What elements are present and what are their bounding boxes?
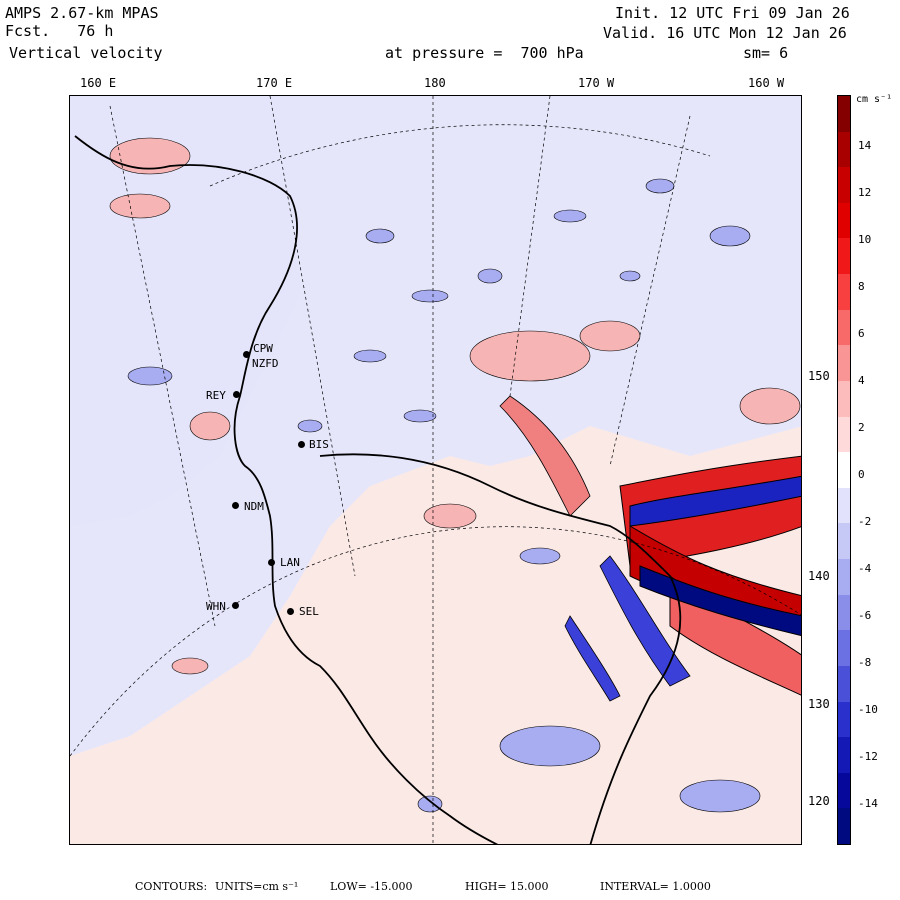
colorbar-segment: [838, 345, 850, 382]
coastline: [74, 135, 682, 844]
colorbar-tick-label: 4: [858, 374, 865, 387]
colorbar-segment: [838, 772, 850, 809]
colorbar-segment: [838, 202, 850, 239]
forecast-label: Fcst. 76 h: [5, 22, 113, 40]
contour-units: UNITS=cm s⁻¹: [215, 880, 299, 893]
vertical-velocity-map: [70, 96, 801, 844]
station-lan-marker: [268, 559, 275, 566]
station-sel: SEL: [299, 605, 319, 618]
colorbar-tick-label: -12: [858, 750, 878, 763]
colorbar-segment: [838, 737, 850, 774]
station-sel-marker: [287, 608, 294, 615]
station-whn: WHN: [206, 600, 226, 613]
colorbar-segment: [838, 487, 850, 524]
colorbar-segment: [838, 96, 850, 133]
station-cpw: CPW: [253, 342, 273, 355]
colorbar-tick-label: -14: [858, 797, 878, 810]
graticule: [70, 96, 801, 844]
station-ndm-marker: [232, 502, 239, 509]
colorbar-segment: [838, 559, 850, 596]
model-title: AMPS 2.67-km MPAS: [5, 4, 159, 22]
colorbar-segment: [838, 701, 850, 738]
contours-label: CONTOURS:: [135, 880, 208, 893]
lon-label-180: 180: [424, 76, 446, 90]
lon-label-160w: 160 W: [748, 76, 785, 90]
colorbar-tick-label: -6: [858, 609, 872, 622]
colorbar-tick-label: -8: [858, 656, 872, 669]
small-positive-blobs: [109, 137, 801, 675]
pressure-value: 700 hPa: [520, 44, 584, 62]
init-time: Init. 12 UTC Fri 09 Jan 26: [615, 4, 850, 22]
fcst-value: 76 h: [77, 22, 114, 40]
colorbar-segment: [838, 238, 850, 275]
smoothing: sm= 6: [743, 44, 789, 62]
colorbar-tick-label: 2: [858, 421, 865, 434]
fcst-label: Fcst.: [5, 22, 51, 40]
colorbar-segment: [838, 309, 850, 346]
colorbar-segment: [838, 630, 850, 667]
colorbar-tick-label: 14: [858, 139, 872, 152]
valid-time: Valid. 16 UTC Mon 12 Jan 26: [603, 24, 847, 42]
colorbar-segment: [838, 167, 850, 204]
pressure-level: at pressure = 700 hPa: [385, 44, 584, 62]
lon-label-170w: 170 W: [578, 76, 615, 90]
map-panel: [69, 95, 802, 845]
station-rey-marker: [233, 391, 240, 398]
colorbar-tick-label: 6: [858, 327, 865, 340]
colorbar-segment: [838, 523, 850, 560]
colorbar-tick-label: 0: [858, 468, 865, 481]
pressure-label: at pressure =: [385, 44, 503, 62]
station-nzfd: NZFD: [252, 357, 279, 370]
station-rey: REY: [206, 389, 226, 402]
colorbar-segment: [838, 665, 850, 702]
colorbar-tick-label: -2: [858, 515, 872, 528]
colorbar-segment: [838, 808, 850, 845]
contour-low: LOW= -15.000: [330, 880, 413, 893]
station-bis-marker: [298, 441, 305, 448]
colorbar-segment: [838, 594, 850, 631]
colorbar-tick-label: 12: [858, 186, 872, 199]
field-name: Vertical velocity: [9, 44, 163, 62]
station-cpw-marker: [243, 351, 250, 358]
contour-interval: INTERVAL= 1.0000: [600, 880, 711, 893]
colorbar: [837, 95, 851, 845]
lon-label-160e: 160 E: [80, 76, 117, 90]
strong-downdraft-bands: [564, 475, 801, 702]
station-ndm: NDM: [244, 500, 264, 513]
colorbar-tick-label: 8: [858, 280, 865, 293]
station-bis: BIS: [309, 438, 329, 451]
station-lan: LAN: [280, 556, 300, 569]
colorbar-segment: [838, 274, 850, 311]
colorbar-segment: [838, 416, 850, 453]
colorbar-segment: [838, 380, 850, 418]
colorbar-tick-label: -10: [858, 703, 878, 716]
station-whn-marker: [232, 602, 239, 609]
lon-label-170e: 170 E: [256, 76, 293, 90]
colorbar-tick-label: 10: [858, 233, 872, 246]
small-negative-blobs: [127, 178, 761, 813]
contour-high: HIGH= 15.000: [465, 880, 549, 893]
colorbar-segment: [838, 452, 850, 489]
colorbar-units: cm s⁻¹: [856, 94, 893, 105]
colorbar-tick-label: -4: [858, 562, 872, 575]
colorbar-segment: [838, 131, 850, 168]
